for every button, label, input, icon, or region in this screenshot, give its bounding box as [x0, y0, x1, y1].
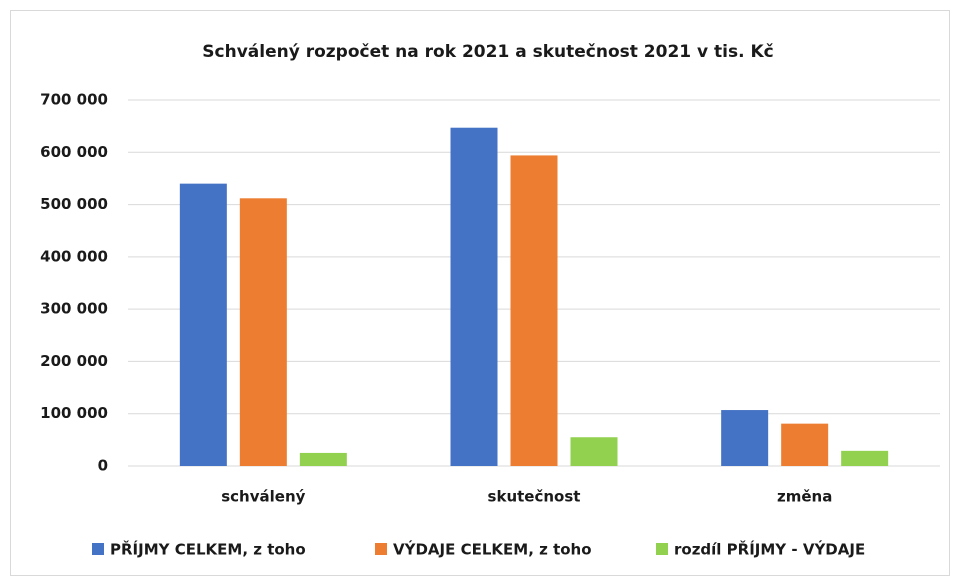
- legend-swatch: [92, 543, 104, 555]
- y-tick-label: 0: [98, 457, 108, 475]
- legend-swatch: [656, 543, 668, 555]
- legend-label: PŘÍJMY CELKEM, z toho: [110, 540, 306, 559]
- y-tick-label: 600 000: [40, 143, 108, 161]
- bar: [179, 183, 227, 466]
- chart-title: Schválený rozpočet na rok 2021 a skutečn…: [202, 42, 773, 62]
- y-tick-label: 300 000: [40, 300, 108, 318]
- bar: [450, 127, 498, 466]
- y-tick-label: 100 000: [40, 404, 108, 422]
- x-tick-label: schválený: [221, 488, 305, 506]
- bar: [570, 437, 618, 466]
- x-tick-label: skutečnost: [488, 488, 581, 506]
- bar: [841, 450, 889, 466]
- bar: [781, 423, 829, 466]
- bar: [721, 410, 769, 466]
- y-tick-label: 500 000: [40, 195, 108, 213]
- bar: [239, 198, 287, 466]
- legend-label: rozdíl PŘÍJMY - VÝDAJE: [674, 540, 865, 559]
- y-tick-label: 400 000: [40, 247, 108, 265]
- y-tick-label: 200 000: [40, 352, 108, 370]
- bar: [299, 452, 347, 466]
- legend-label: VÝDAJE CELKEM, z toho: [393, 540, 592, 559]
- y-tick-label: 700 000: [40, 91, 108, 109]
- bar: [510, 155, 558, 466]
- legend-swatch: [375, 543, 387, 555]
- x-tick-label: změna: [777, 488, 832, 506]
